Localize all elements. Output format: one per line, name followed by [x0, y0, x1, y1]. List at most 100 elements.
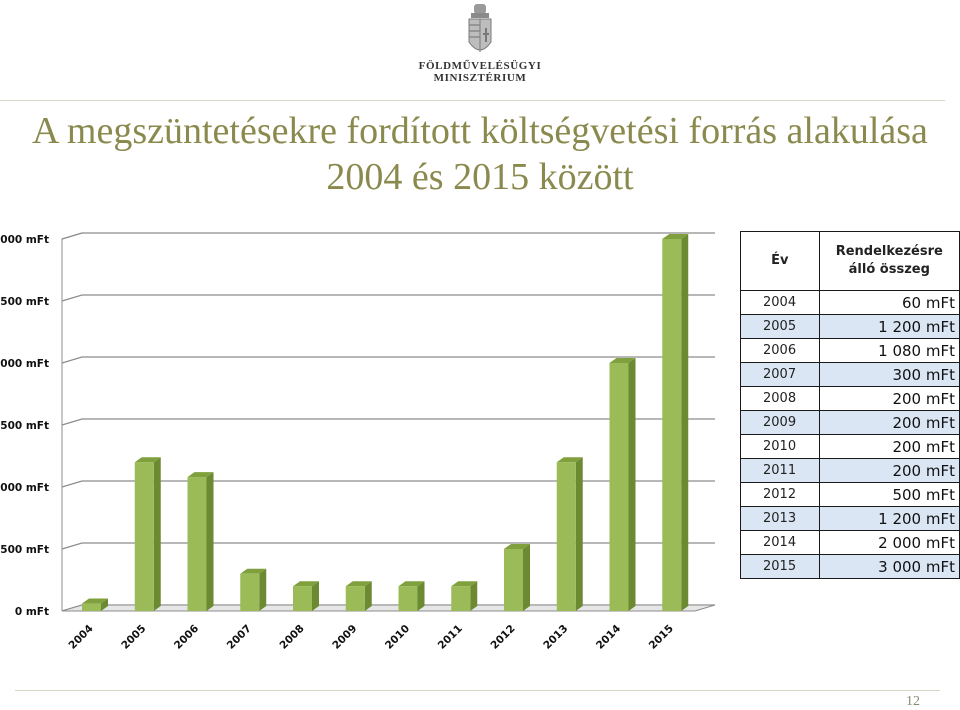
- cell-year: 2007: [740, 362, 820, 387]
- bar-side: [681, 234, 689, 611]
- cell-amount: 1 200 mFt: [818, 314, 960, 339]
- bar-top: [82, 598, 108, 604]
- cell-year: 2005: [740, 314, 820, 339]
- gridline: [61, 480, 715, 488]
- cell-amount: 500 mFt: [818, 482, 960, 507]
- gridline: [61, 542, 715, 550]
- bar: [609, 363, 629, 611]
- bar: [240, 573, 260, 611]
- bar: [662, 239, 682, 611]
- cell-amount: 60 mFt: [818, 290, 960, 315]
- page-number: 12: [906, 694, 920, 709]
- y-tick-label: 1 500 mFt: [0, 420, 49, 432]
- cell-year: 2013: [740, 506, 820, 531]
- x-tick-label: 2006: [172, 623, 201, 652]
- bar-side: [312, 581, 319, 611]
- x-tick-label: 2014: [594, 623, 623, 652]
- bar-side: [628, 358, 636, 611]
- logo-text-line2: MINISZTÉRIUM: [433, 72, 527, 84]
- bar-top: [504, 544, 530, 549]
- x-tick-label: 2011: [436, 623, 465, 652]
- cell-amount: 3 000 mFt: [818, 554, 960, 579]
- x-tick-label: 2015: [647, 623, 676, 652]
- bar-side: [206, 472, 214, 611]
- bar: [187, 477, 207, 611]
- x-tick-label: 2004: [66, 623, 95, 652]
- y-tick-label: 500 mFt: [0, 544, 49, 556]
- cell-amount: 1 080 mFt: [818, 338, 960, 363]
- bar-side: [575, 457, 583, 611]
- x-tick-label: 2008: [277, 623, 306, 652]
- y-tick-label: 2 000 mFt: [0, 358, 49, 370]
- y-tick-label: 1 000 mFt: [0, 482, 49, 494]
- table-row: 2010 200 mFt: [740, 434, 960, 459]
- bar: [293, 586, 312, 611]
- logo-text-line1: FÖLDMŰVELÉSÜGYI: [418, 60, 542, 72]
- table-header-row: Év Rendelkezésre álló összeg: [740, 231, 960, 291]
- cell-amount: 1 200 mFt: [818, 506, 960, 531]
- table-row: 2013 1 200 mFt: [740, 506, 960, 531]
- bar-top: [609, 358, 636, 363]
- bar-top: [134, 457, 161, 463]
- cell-year: 2009: [740, 410, 820, 435]
- gridline: [61, 356, 715, 364]
- header-amount: Rendelkezésre álló összeg: [818, 231, 960, 291]
- cell-amount: 2 000 mFt: [818, 530, 960, 555]
- cell-amount: 200 mFt: [818, 434, 960, 459]
- header-divider: [0, 100, 945, 101]
- page-title: A megszüntetésekre fordított költségveté…: [32, 110, 928, 198]
- cell-year: 2004: [740, 290, 820, 315]
- table-row: 2014 2 000 mFt: [740, 530, 960, 555]
- bar-top: [556, 457, 583, 463]
- x-tick-label: 2007: [225, 623, 254, 652]
- table-row: 2006 1 080 mFt: [740, 338, 960, 363]
- bar-top: [240, 568, 267, 574]
- budget-table: Év Rendelkezésre álló összeg 2004 60 mFt 2…: [740, 231, 960, 579]
- bar-chart: 0 mFt 500 mFt 1 000 mFt 1 500 mFt 2 000 mFt 2…: [0, 232, 716, 652]
- x-tick-label: 2010: [383, 623, 412, 652]
- bar-side: [153, 457, 161, 611]
- cell-amount: 200 mFt: [818, 410, 960, 435]
- table-row: 2008 200 mFt: [740, 386, 960, 411]
- bar: [556, 462, 576, 611]
- table-row: 2012 500 mFt: [740, 482, 960, 507]
- header-year: Év: [740, 231, 820, 291]
- table-row: 2009 200 mFt: [740, 410, 960, 435]
- coat-of-arms-icon: [468, 4, 492, 52]
- bar-side: [470, 581, 478, 611]
- x-tick-label: 2013: [541, 623, 570, 652]
- footer-divider: [15, 690, 940, 691]
- cell-year: 2014: [740, 530, 820, 555]
- bar-top: [187, 472, 214, 478]
- cell-year: 2015: [740, 554, 820, 579]
- bar: [504, 549, 523, 611]
- bar-top: [345, 581, 372, 587]
- x-tick-label: 2005: [119, 623, 148, 652]
- bar: [451, 586, 471, 611]
- bar-side: [259, 568, 267, 611]
- cell-amount: 300 mFt: [818, 362, 960, 387]
- cell-year: 2010: [740, 434, 820, 459]
- cell-year: 2011: [740, 458, 820, 483]
- y-tick-label: 0 mFt: [15, 606, 49, 618]
- plot-floor: [61, 604, 716, 612]
- bar: [345, 586, 365, 611]
- table-row: 2015 3 000 mFt: [740, 554, 960, 579]
- cell-year: 2006: [740, 338, 820, 363]
- bar-side: [364, 581, 372, 611]
- bar: [398, 586, 418, 611]
- y-tick-label: 2 500 mFt: [0, 296, 49, 308]
- bar-side: [101, 598, 108, 611]
- table-row: 2007 300 mFt: [740, 362, 960, 387]
- y-axis-wall: [61, 232, 83, 611]
- cell-year: 2008: [740, 386, 820, 411]
- cell-year: 2012: [740, 482, 820, 507]
- x-tick-label: 2012: [488, 623, 517, 652]
- table-row: 2011 200 mFt: [740, 458, 960, 483]
- ministry-logo: FÖLDMŰVELÉSÜGYI MINISZTÉRIUM: [405, 0, 555, 95]
- cell-amount: 200 mFt: [818, 386, 960, 411]
- bar-top: [398, 581, 425, 587]
- bar-top: [293, 581, 319, 587]
- bar-top: [451, 581, 478, 587]
- table-row: 2004 60 mFt: [740, 290, 960, 315]
